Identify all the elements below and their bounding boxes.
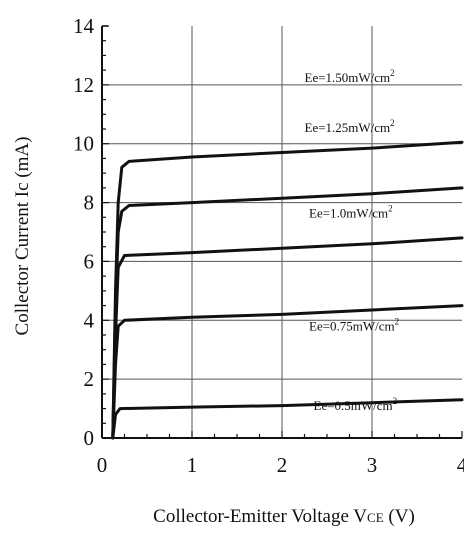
y-tick-label: 12 <box>73 73 94 97</box>
series-label-2: Ee=0.75mW/cm2 <box>309 317 399 334</box>
x-tick-label: 4 <box>457 453 464 477</box>
x-axis-title: Collector-Emitter Voltage VCE (V) <box>153 506 415 527</box>
y-tick-label: 6 <box>84 249 95 273</box>
series-labels: Ee=0.5mW/cm2 Ee=0.75mW/cm2 Ee=1.0mW/cm2 Ee=… <box>305 68 400 413</box>
series-line-1 <box>111 398 464 440</box>
x-tick-label: 0 <box>97 453 108 477</box>
y-tick-label: 0 <box>84 426 95 450</box>
x-tick-label: 2 <box>277 453 288 477</box>
x-tick-label: 3 <box>367 453 378 477</box>
y-tick-label: 14 <box>73 14 95 38</box>
series-label-1: Ee=0.5mW/cm2 <box>314 396 398 413</box>
series-label-3: Ee=1.0mW/cm2 <box>309 203 393 220</box>
axes <box>101 25 462 439</box>
series-line-5 <box>111 140 464 440</box>
x-tick-label: 1 <box>187 453 198 477</box>
y-tick-label: 4 <box>84 308 95 332</box>
series-label-5: Ee=1.50mW/cm2 <box>305 68 395 85</box>
y-tick-label: 2 <box>84 367 95 391</box>
y-axis-title: Collector Current Ic (mA) <box>12 137 33 336</box>
series-label-4: Ee=1.25mW/cm2 <box>305 118 395 135</box>
grid-lines <box>102 26 462 438</box>
series-line-2 <box>111 304 464 440</box>
y-tick-label: 10 <box>73 132 94 156</box>
y-tick-label: 8 <box>84 191 95 215</box>
series-lines <box>111 140 464 440</box>
